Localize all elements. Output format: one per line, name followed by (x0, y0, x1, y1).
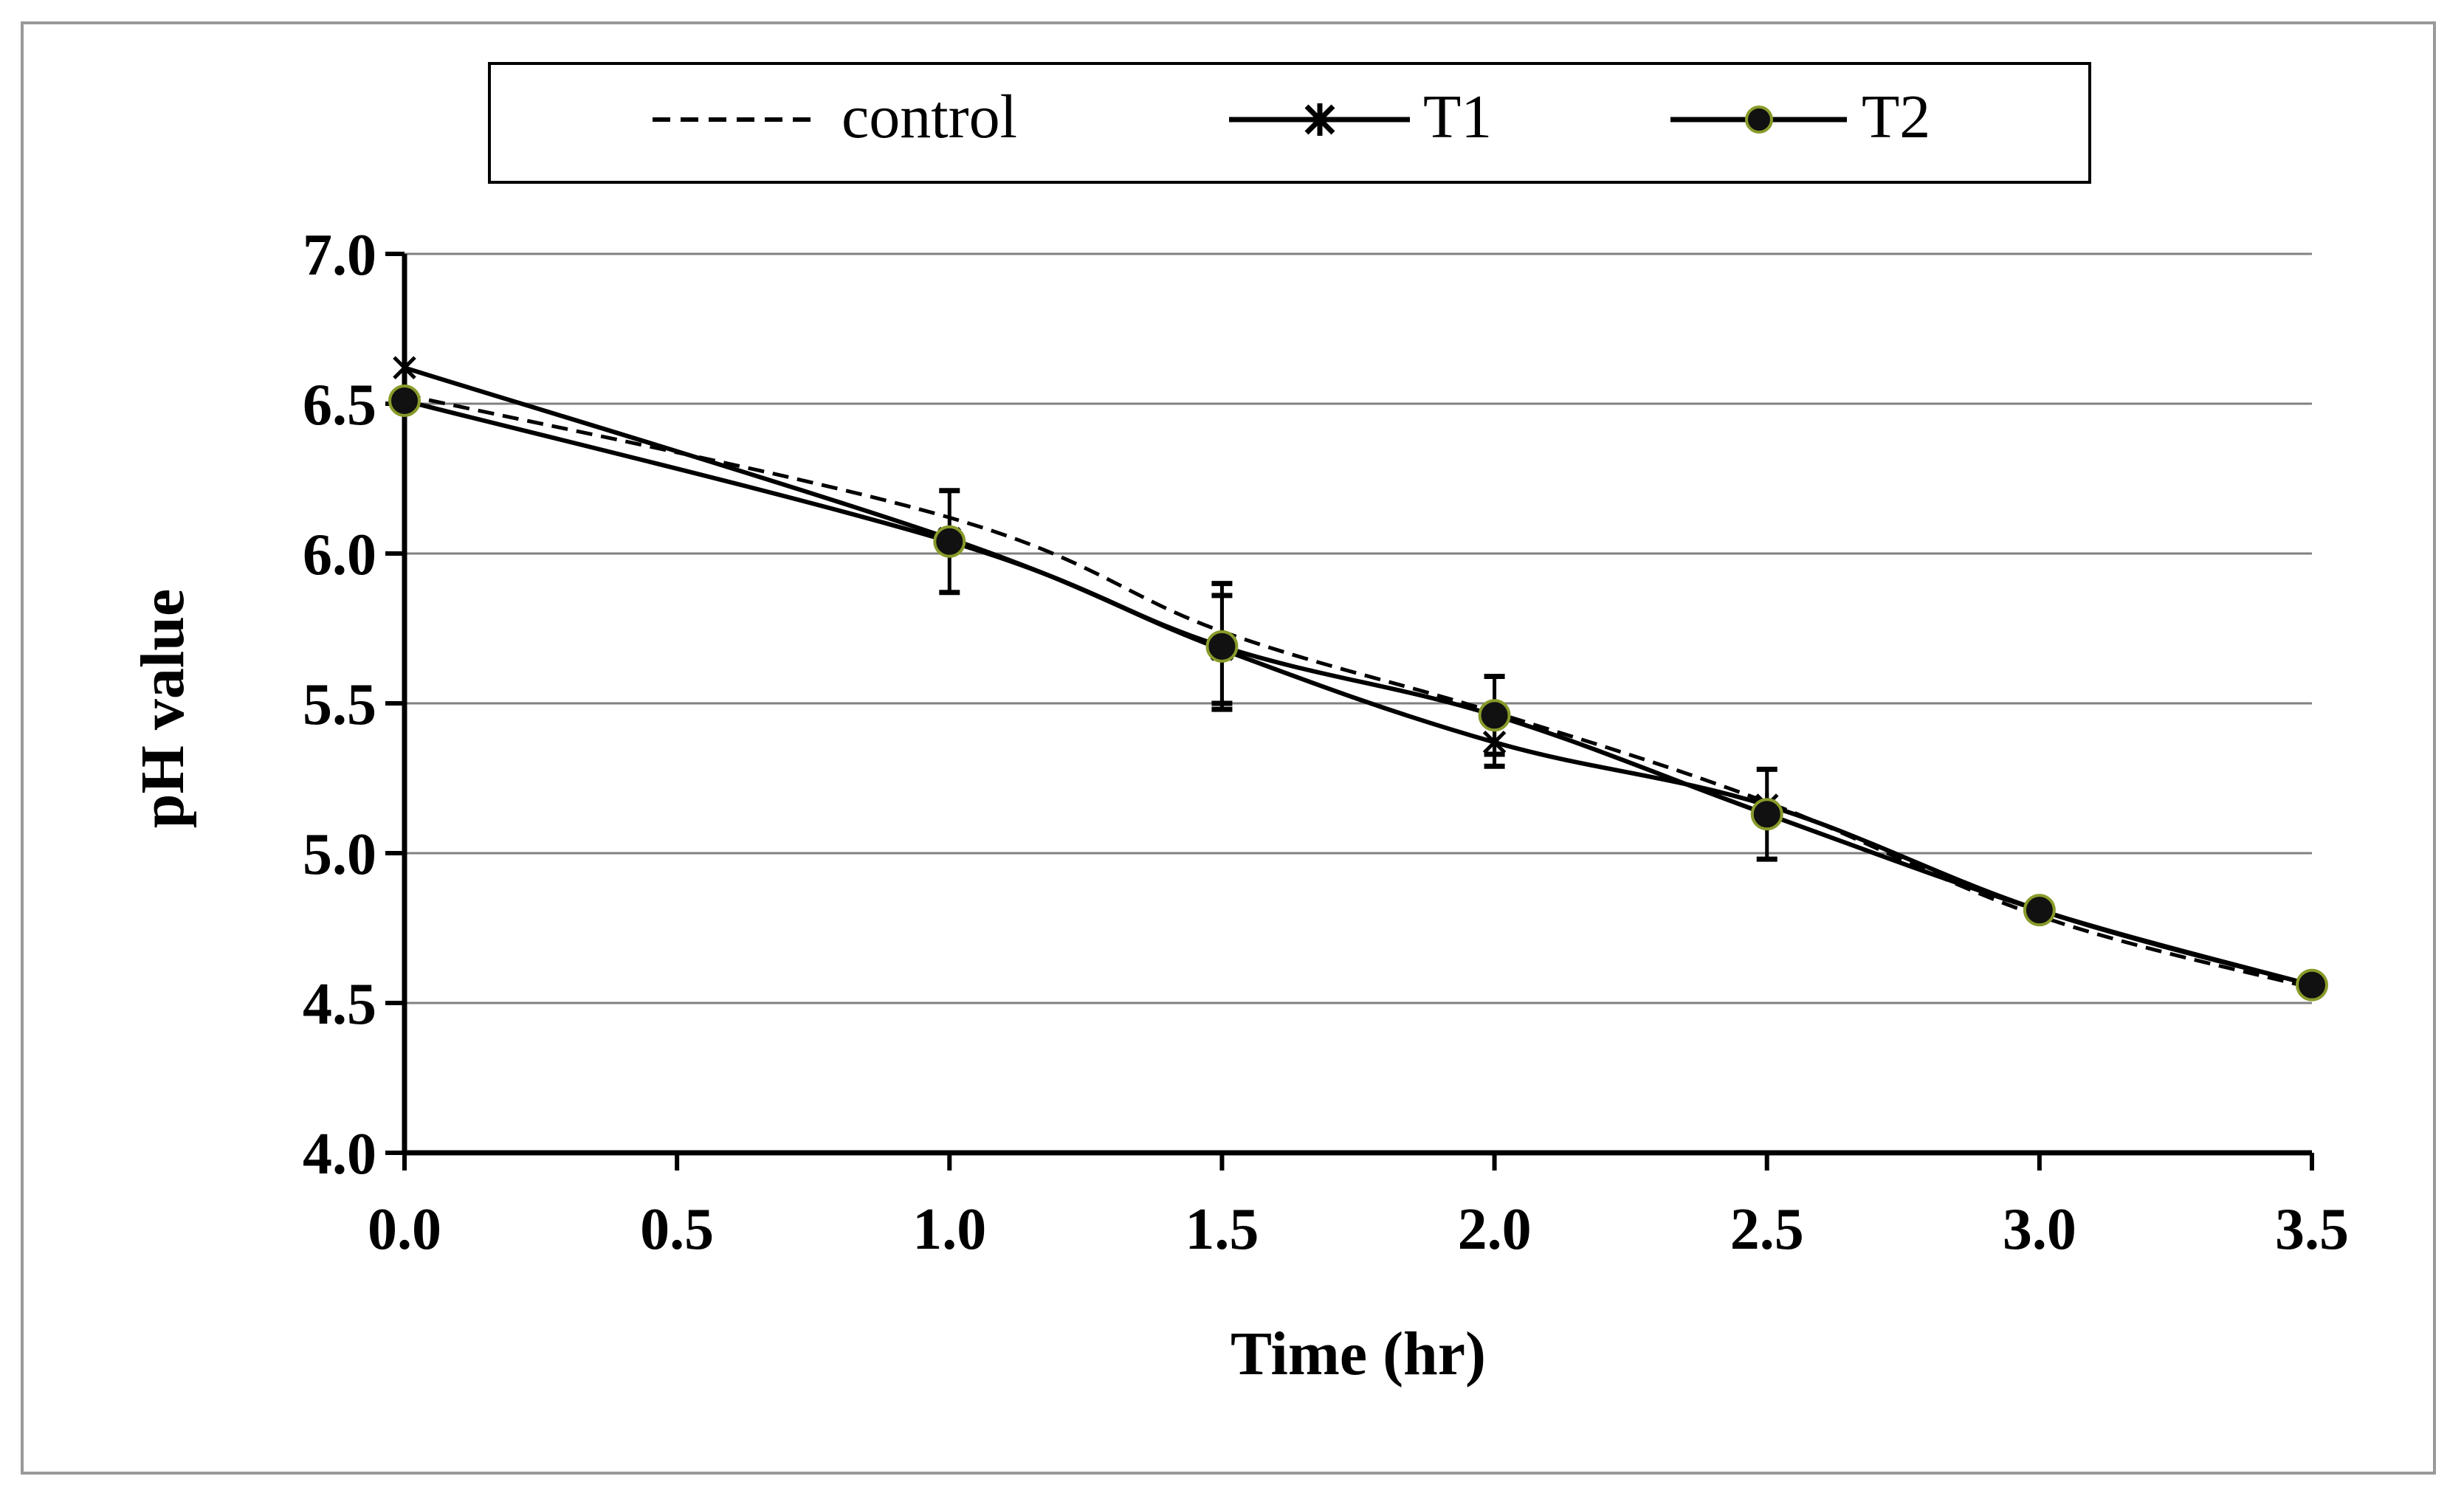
series-t2 (388, 384, 2328, 1002)
x-tick-label: 1.0 (912, 1197, 986, 1262)
legend-box (488, 62, 2091, 184)
x-tick-label: 3.0 (2003, 1197, 2076, 1262)
figure-frame (21, 21, 2436, 1475)
x-tick-label: 3.5 (2275, 1197, 2349, 1262)
x-tick-label: 0.0 (368, 1197, 441, 1262)
data-point-t2 (1478, 699, 1511, 732)
y-tick-label: 7.0 (303, 223, 376, 288)
y-tick-label: 4.5 (303, 972, 376, 1037)
y-tick-label: 6.0 (303, 523, 376, 587)
legend-marker-t2 (1745, 106, 1773, 134)
y-axis-title: pH value (128, 589, 197, 828)
legend: control T1 T2 (488, 62, 2091, 184)
y-tick-label: 4.0 (303, 1122, 376, 1187)
data-point-t2 (388, 384, 421, 417)
x-tick-label: 0.5 (640, 1197, 714, 1262)
data-point-t2 (2023, 894, 2056, 927)
gridlines (405, 252, 2312, 1004)
data-point-t2 (1750, 798, 1783, 831)
y-tick-labels: 4.0 4.5 5.0 5.5 6.0 6.5 7.0 (303, 223, 376, 1187)
data-point-t1 (393, 355, 416, 381)
y-tick-label: 6.5 (303, 373, 376, 438)
x-tick-labels: 0.0 0.5 1.0 1.5 2.0 2.5 3.0 3.5 (368, 1197, 2349, 1262)
x-tick-label: 1.5 (1185, 1197, 1259, 1262)
legend-label-t2: T2 (1862, 83, 1930, 151)
y-tick-label: 5.0 (303, 822, 376, 887)
legend-label-control: control (842, 83, 1017, 151)
data-point-t2 (2296, 968, 2328, 1002)
x-axis-title: Time (hr) (1231, 1320, 1486, 1388)
legend-marker-t1 (1304, 103, 1335, 136)
x-tick-label: 2.0 (1458, 1197, 1532, 1262)
data-point-t2 (1205, 630, 1239, 663)
legend-label-t1: T1 (1423, 83, 1492, 151)
y-tick-label: 5.5 (303, 672, 376, 737)
x-tick-label: 2.5 (1730, 1197, 1804, 1262)
data-point-t2 (933, 525, 966, 558)
series (388, 355, 2328, 1002)
